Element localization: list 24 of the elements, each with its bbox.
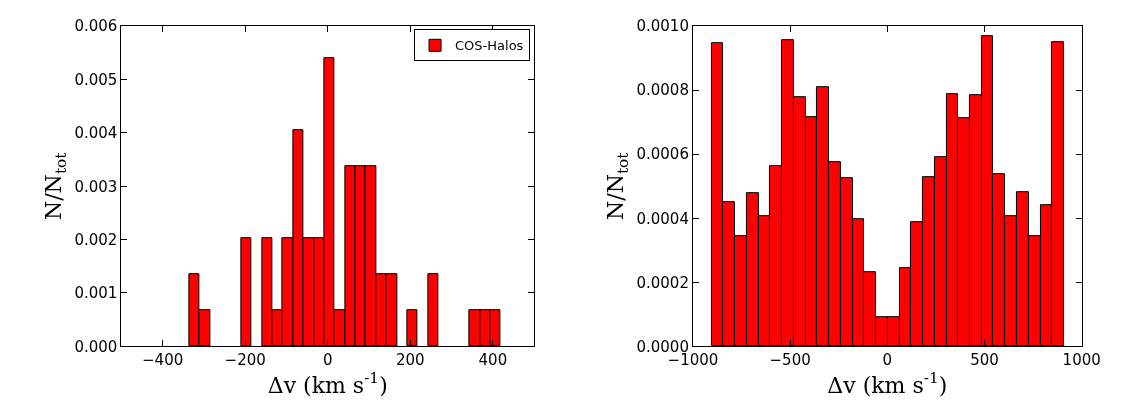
legend-label: COS-Halos: [455, 38, 524, 54]
y-tick-label: 0.0008: [636, 81, 689, 100]
x-tick-label: 500: [970, 351, 999, 370]
y-tick-label: 0.0002: [636, 273, 689, 292]
y-tick-label: 0.003: [74, 177, 118, 196]
y-tick-label: 0.001: [74, 284, 118, 303]
x-axis-title: Δv (km s$^{-1}$): [827, 369, 948, 398]
y-tick-label: 0.000: [74, 337, 118, 356]
y-tick-label: 0.0010: [636, 17, 689, 36]
x-tick-label: −200: [224, 351, 266, 370]
y-tick-label: 0.006: [74, 17, 118, 36]
y-tick-label: 0.0006: [636, 145, 689, 164]
y-tick-label: 0.0004: [636, 209, 689, 228]
x-tick-label: −400: [142, 351, 184, 370]
x-tick-label: −500: [769, 351, 811, 370]
x-tick-label: 200: [396, 351, 425, 370]
x-tick-label: 400: [478, 351, 508, 370]
x-tick-label: 0: [882, 351, 893, 370]
x-axis-title: Δv (km s$^{-1}$): [267, 369, 388, 398]
y-tick-label: 0.002: [74, 230, 118, 249]
y-tick-label: 0.005: [74, 70, 118, 89]
x-tick-label: 1000: [1062, 351, 1101, 370]
x-tick-label: 0: [323, 351, 333, 370]
y-tick-label: 0.004: [74, 124, 118, 143]
